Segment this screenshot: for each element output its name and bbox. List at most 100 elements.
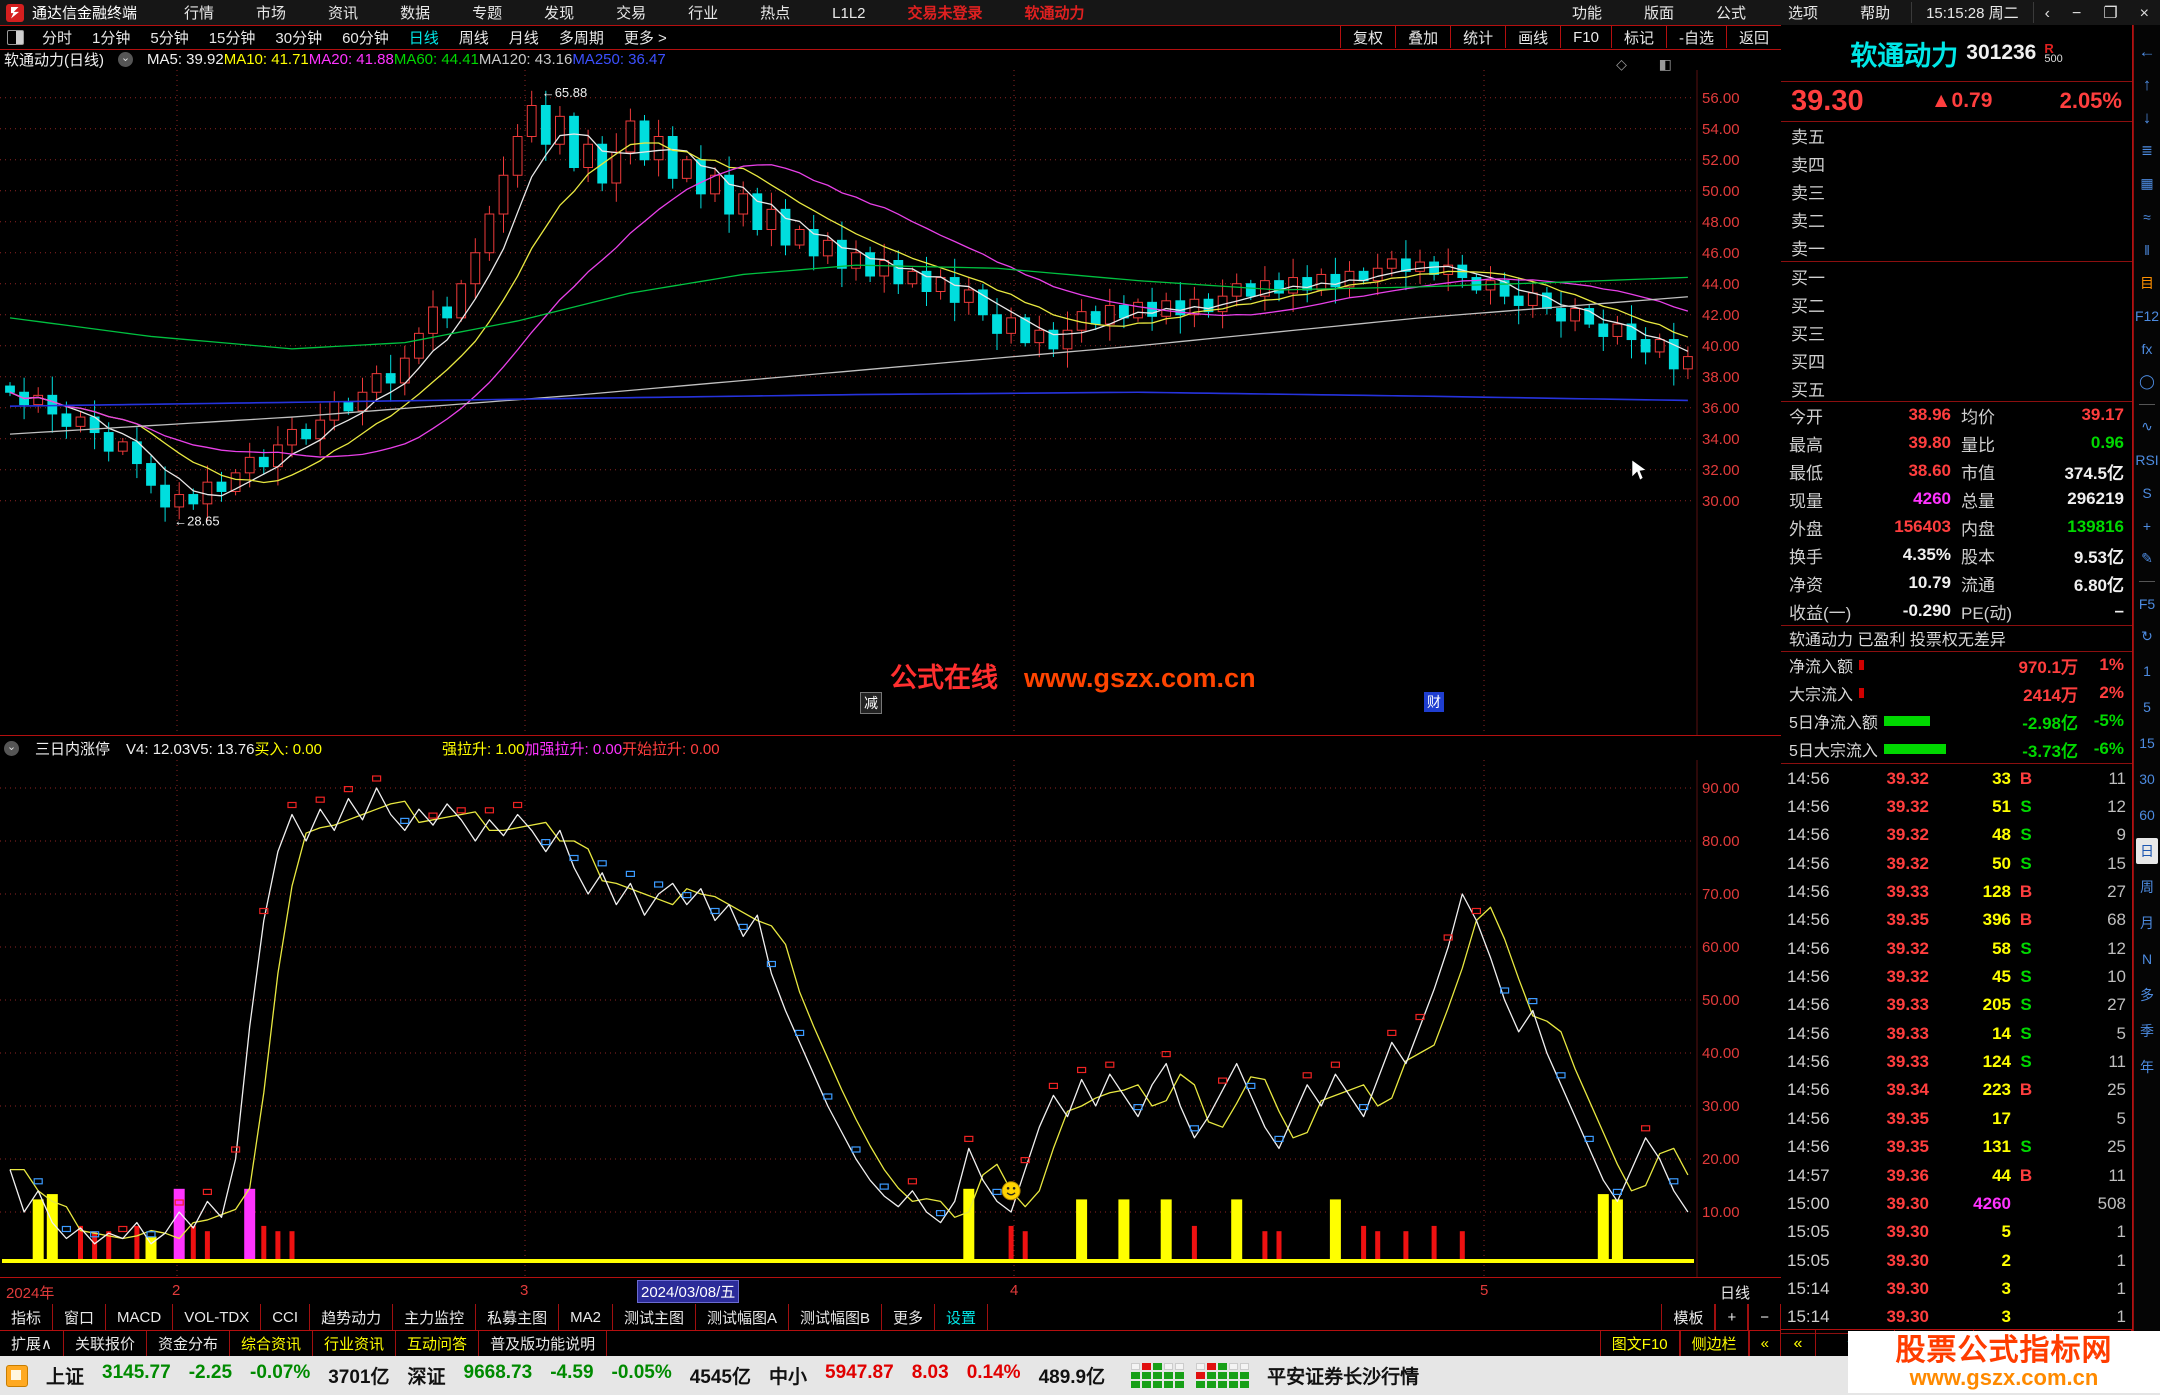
period-tab[interactable]: 30分钟 <box>275 30 323 47</box>
menu-item[interactable]: 热点 <box>760 5 791 22</box>
strip-period-button[interactable]: 30 <box>2139 771 2155 787</box>
pane-option-icons[interactable]: ◇ ◧ <box>1616 56 1686 72</box>
menu-item[interactable]: 行情 <box>184 5 215 22</box>
menu-item-right[interactable]: 功能 <box>1572 5 1603 22</box>
strip-period-button[interactable]: 15 <box>2139 735 2155 751</box>
side-panel-button[interactable]: « <box>1748 1331 1781 1356</box>
template-button[interactable]: + <box>1715 1304 1749 1330</box>
strip-icon[interactable]: ↻ <box>2141 628 2153 644</box>
strip-icon[interactable]: F12 <box>2134 307 2160 324</box>
strip-period-button[interactable]: 周 <box>2140 879 2154 895</box>
strip-period-button[interactable]: 60 <box>2139 807 2155 823</box>
menu-item[interactable]: 发现 <box>544 5 575 22</box>
event-marker-jian[interactable]: 减 <box>860 692 882 714</box>
date-axis[interactable]: 2024年 2 3 2024/03/08/五 4 5 日线 <box>0 1277 1781 1306</box>
strip-icon[interactable] <box>2134 575 2160 587</box>
chart-tool-button[interactable]: 标记 <box>1610 26 1666 48</box>
strip-icon[interactable] <box>2134 398 2160 410</box>
indicator-tab[interactable]: 窗口 <box>53 1304 107 1330</box>
strip-icon[interactable]: ◯ <box>2139 373 2155 389</box>
window-control-button[interactable]: ‹ <box>2044 4 2050 22</box>
menu-item-right[interactable]: 选项 <box>1788 5 1819 22</box>
layout-toggle-icon[interactable] <box>7 30 24 45</box>
window-control-button[interactable]: × <box>2139 4 2149 22</box>
strip-icon[interactable]: ✎ <box>2141 550 2153 566</box>
period-tab[interactable]: 15分钟 <box>208 30 256 47</box>
strip-icon[interactable]: ↓ <box>2142 107 2152 127</box>
period-tab[interactable]: 多周期 <box>558 30 604 47</box>
indicator-chart[interactable]: 90.00 80.00 70.00 60.00 50.00 40.00 30.00 20.00… <box>0 760 1781 1283</box>
chart-tool-button[interactable]: F10 <box>1560 26 1611 48</box>
indicator-tab[interactable]: 更多 <box>882 1304 936 1330</box>
period-tab[interactable]: 分时 <box>42 30 73 47</box>
menu-item[interactable]: 交易 <box>616 5 647 22</box>
strip-icon[interactable]: ← <box>2138 41 2156 61</box>
template-button[interactable]: − <box>1748 1304 1781 1330</box>
menu-item-right[interactable]: 版面 <box>1644 5 1675 22</box>
strip-icon[interactable]: fx <box>2141 340 2153 357</box>
chart-tool-button[interactable]: 统计 <box>1450 26 1505 48</box>
strip-icon[interactable]: ↑ <box>2142 74 2152 94</box>
indicator-tab[interactable]: 主力监控 <box>393 1304 477 1330</box>
indicator-tab[interactable]: 指标 <box>0 1304 54 1330</box>
strip-period-button[interactable]: 5 <box>2143 699 2151 715</box>
menu-item[interactable]: 数据 <box>400 5 431 22</box>
indicator-tab[interactable]: 测试幅图A <box>696 1304 789 1330</box>
chart-tool-button[interactable]: 画线 <box>1505 26 1560 48</box>
strip-icon[interactable]: ▦ <box>2140 175 2154 191</box>
info-tab[interactable]: 行业资讯 <box>313 1331 397 1356</box>
info-tab[interactable]: 互动问答 <box>396 1331 480 1356</box>
chart-tool-button[interactable]: 返回 <box>1725 26 1781 48</box>
period-tab[interactable]: 5分钟 <box>150 30 189 47</box>
period-tab[interactable]: 日线 <box>408 30 439 47</box>
side-panel-button[interactable]: 图文F10 <box>1599 1331 1680 1356</box>
candlestick-chart[interactable]: 56.00 54.00 52.00 50.00 48.00 46.00 44.00 42.00… <box>0 70 1781 740</box>
strip-icon[interactable]: ‖ <box>2144 241 2150 258</box>
strip-period-button[interactable]: 日 <box>2136 838 2158 864</box>
strip-icon[interactable]: ≈ <box>2143 208 2151 225</box>
indicator-tab[interactable]: 测试幅图B <box>789 1304 882 1330</box>
strip-icon[interactable]: ∿ <box>2141 418 2153 434</box>
period-tab[interactable]: 60分钟 <box>342 30 389 47</box>
side-panel-button[interactable]: 侧边栏 <box>1679 1331 1749 1356</box>
info-tab[interactable]: 普及版功能说明 <box>479 1331 608 1356</box>
menu-item[interactable]: 专题 <box>472 5 503 22</box>
window-control-button[interactable]: − <box>2071 4 2082 22</box>
info-tab[interactable]: 综合资讯 <box>230 1331 314 1356</box>
tick-trade-list[interactable]: 14:56 39.32 33 B 11 14:56 39.32 51 S 12 … <box>1781 763 2132 1334</box>
strip-icon[interactable]: ≣ <box>2141 142 2153 158</box>
quote-tab[interactable]: « <box>1781 1330 1816 1357</box>
info-tab[interactable]: 扩展∧ <box>0 1331 64 1356</box>
event-marker-cai[interactable]: 财 <box>1424 692 1444 712</box>
strip-period-button[interactable]: N <box>2141 951 2153 967</box>
indicator-tab[interactable]: CCI <box>261 1304 311 1330</box>
window-control-button[interactable]: ❐ <box>2103 4 2118 22</box>
period-tab[interactable]: 1分钟 <box>92 30 131 47</box>
strip-icon[interactable]: RSI <box>2135 451 2159 468</box>
collapse-chevron-icon[interactable]: ⌄ <box>118 51 133 67</box>
strip-period-button[interactable]: 1 <box>2143 663 2151 679</box>
indicator-tab[interactable]: VOL-TDX <box>173 1304 262 1330</box>
info-tab[interactable]: 资金分布 <box>147 1331 231 1356</box>
connection-status-icon[interactable] <box>6 1364 28 1387</box>
chart-tool-button[interactable]: 复权 <box>1340 26 1395 48</box>
chart-tool-button[interactable]: -自选 <box>1665 26 1726 48</box>
menu-item[interactable]: L1L2 <box>832 5 866 22</box>
period-tab[interactable]: 周线 <box>458 30 489 47</box>
menu-item-right[interactable]: 公式 <box>1716 5 1747 22</box>
strip-icon[interactable]: F5 <box>2138 595 2156 612</box>
strip-period-button[interactable]: 季 <box>2140 1023 2154 1039</box>
menu-item[interactable]: 软通动力 <box>1024 5 1085 22</box>
menu-item[interactable]: 市场 <box>256 5 287 22</box>
indicator-tab[interactable]: MACD <box>106 1304 174 1330</box>
menu-item[interactable]: 行业 <box>688 5 719 22</box>
strip-icon[interactable]: S <box>2142 484 2152 501</box>
chart-tool-button[interactable]: 叠加 <box>1395 26 1450 48</box>
info-tab[interactable]: 关联报价 <box>64 1331 147 1356</box>
collapse-chevron-icon[interactable]: ⌄ <box>4 741 19 756</box>
indicator-tab[interactable]: 趋势动力 <box>310 1304 394 1330</box>
indicator-tab[interactable]: 设置 <box>935 1304 989 1330</box>
menu-item[interactable]: 资讯 <box>328 5 359 22</box>
strip-icon[interactable]: + <box>2142 517 2152 534</box>
menu-item[interactable]: 交易未登录 <box>907 5 983 22</box>
